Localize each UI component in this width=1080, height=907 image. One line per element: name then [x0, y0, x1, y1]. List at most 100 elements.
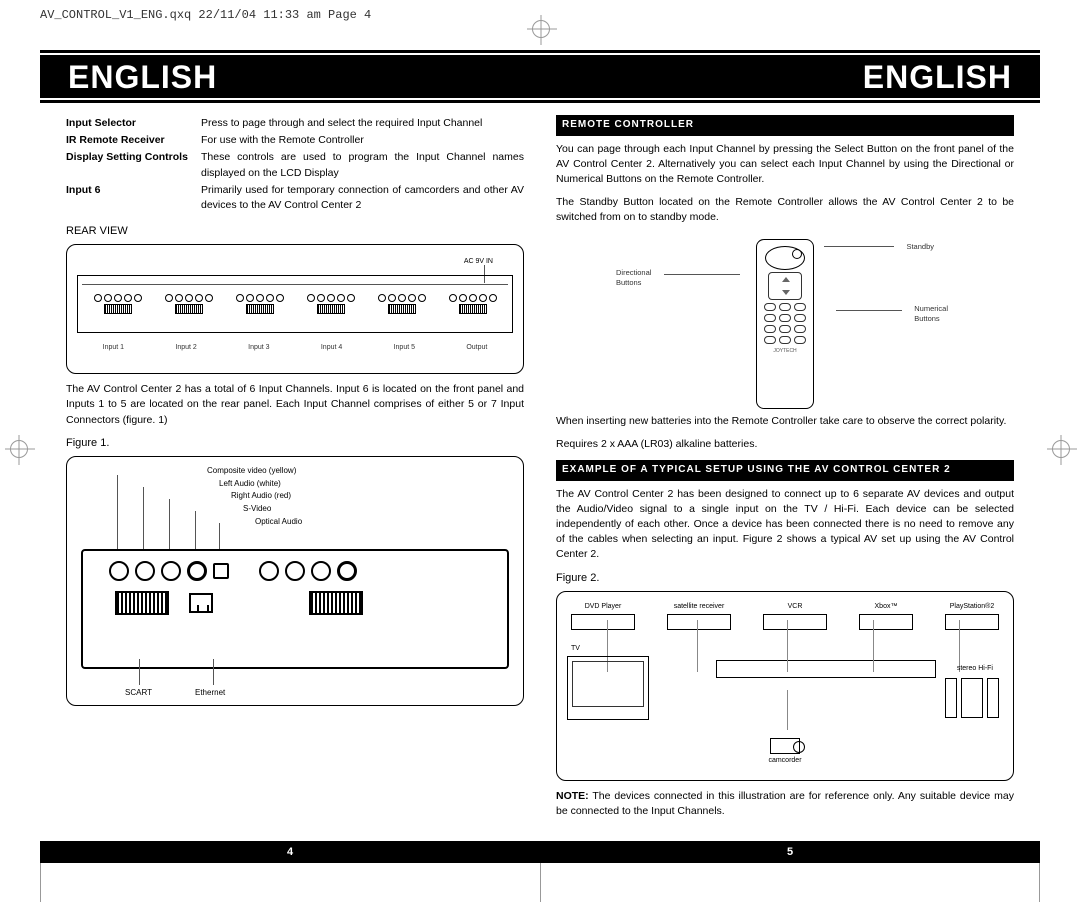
crop-mark	[540, 862, 541, 902]
remote-line	[664, 274, 740, 275]
satellite-icon	[667, 614, 731, 630]
rear-label: Output	[466, 343, 487, 353]
dev-label: DVD Player	[585, 602, 622, 612]
remote-diagram: Directional Buttons Standby Numerical Bu…	[556, 234, 1014, 414]
port-optical	[213, 563, 229, 579]
conn-input4	[295, 294, 366, 314]
remote-line	[824, 246, 894, 247]
note-text: NOTE: The devices connected in this illu…	[556, 789, 1014, 819]
def-term: Input 6	[66, 182, 201, 214]
def-term: Input Selector	[66, 115, 201, 132]
page-number-right: 5	[787, 846, 793, 858]
file-header: AV_CONTROL_V1_ENG.qxq 22/11/04 11:33 am …	[40, 8, 371, 22]
dvd-icon	[571, 614, 635, 630]
rear-label: Input 2	[175, 343, 196, 353]
title-band: ENGLISH ENGLISH	[40, 50, 1040, 103]
xbox-icon	[859, 614, 913, 630]
crop-target-right	[1052, 440, 1070, 458]
port-extra	[311, 561, 331, 581]
ethernet-label: Ethernet	[195, 687, 225, 699]
callout-line	[219, 523, 220, 551]
rear-label: Input 3	[248, 343, 269, 353]
tv-label: TV	[571, 644, 649, 654]
camcorder-label: camcorder	[567, 756, 1003, 766]
tv-icon	[567, 656, 649, 720]
control-center-icon	[716, 660, 936, 678]
scart-port	[115, 591, 169, 615]
figure2-diagram: DVD Player satellite receiver VCR Xbox™ …	[556, 591, 1014, 781]
left-column: Input SelectorPress to page through and …	[66, 115, 524, 847]
fig1-panel	[81, 549, 509, 669]
crop-mark	[40, 862, 41, 902]
port-audio-l	[135, 561, 155, 581]
table-row: Display Setting ControlsThese controls a…	[66, 149, 524, 181]
callout: Left Audio (white)	[219, 478, 302, 491]
table-row: Input 6Primarily used for temporary conn…	[66, 182, 524, 214]
dev-label: PlayStation®2	[950, 602, 994, 612]
callout-labels: Composite video (yellow) Left Audio (whi…	[207, 465, 302, 529]
rear-para: The AV Control Center 2 has a total of 6…	[66, 382, 524, 428]
scart-port-2	[309, 591, 363, 615]
camcorder-icon	[770, 738, 800, 754]
conn-input2	[153, 294, 224, 314]
directional-label: Directional Buttons	[616, 268, 651, 290]
def-desc: Press to page through and select the req…	[201, 115, 524, 132]
dev-label: Xbox™	[875, 602, 898, 612]
port-svideo	[187, 561, 207, 581]
def-term: Display Setting Controls	[66, 149, 201, 181]
callout-line	[169, 499, 170, 551]
directional-pad	[768, 272, 802, 300]
wire	[873, 620, 874, 672]
callout-line	[143, 487, 144, 551]
note-label: NOTE:	[556, 790, 589, 802]
ac-label: AC 9V IN	[464, 257, 493, 267]
standby-label: Standby	[906, 242, 934, 253]
hifi-label: stereo Hi-Fi	[957, 664, 993, 674]
rear-label: Input 4	[321, 343, 342, 353]
content-area: Input SelectorPress to page through and …	[66, 115, 1014, 847]
setup-para: The AV Control Center 2 has been designe…	[556, 487, 1014, 563]
callout: S-Video	[243, 503, 302, 516]
title-left: ENGLISH	[68, 59, 217, 96]
scart-label: SCART	[125, 687, 152, 699]
vcr-icon	[763, 614, 827, 630]
port-audio-r	[161, 561, 181, 581]
remote-header: REMOTE CONTROLLER	[556, 115, 1014, 136]
remote-standby-area	[765, 246, 805, 270]
remote-para2: The Standby Button located on the Remote…	[556, 195, 1014, 225]
callout-line	[139, 659, 140, 685]
def-term: IR Remote Receiver	[66, 132, 201, 149]
callout: Right Audio (red)	[231, 490, 302, 503]
port-extra	[259, 561, 279, 581]
remote-brand: JOYTECH	[757, 348, 813, 355]
rear-label: Input 5	[394, 343, 415, 353]
hifi-icon	[945, 678, 999, 722]
callout-line	[213, 659, 214, 685]
crop-target-top	[532, 20, 550, 38]
callout: Optical Audio	[255, 516, 302, 529]
port-extra	[285, 561, 305, 581]
def-desc: For use with the Remote Controller	[201, 132, 524, 149]
port-composite	[109, 561, 129, 581]
battery-para1: When inserting new batteries into the Re…	[556, 414, 1014, 429]
numerical-label: Numerical Buttons	[914, 304, 948, 326]
figure1-label: Figure 1.	[66, 436, 524, 452]
setup-header: EXAMPLE OF A TYPICAL SETUP USING THE AV …	[556, 460, 1014, 481]
table-row: Input SelectorPress to page through and …	[66, 115, 524, 132]
remote-body: JOYTECH	[756, 239, 814, 409]
page-number-left: 4	[287, 846, 293, 858]
callout: Composite video (yellow)	[207, 465, 302, 478]
device-row: DVD Player satellite receiver VCR Xbox™ …	[567, 602, 1003, 630]
def-desc: These controls are used to program the I…	[201, 149, 524, 181]
definitions-table: Input SelectorPress to page through and …	[66, 115, 524, 214]
wire	[787, 620, 788, 672]
dev-label: satellite receiver	[674, 602, 725, 612]
conn-input5	[366, 294, 437, 314]
conn-input3	[224, 294, 295, 314]
conn-output	[437, 294, 508, 314]
figure1-diagram: Composite video (yellow) Left Audio (whi…	[66, 456, 524, 706]
rear-panel	[77, 275, 513, 333]
footer-band: 4 5	[40, 841, 1040, 863]
remote-para1: You can page through each Input Channel …	[556, 142, 1014, 188]
crop-target-left	[10, 440, 28, 458]
